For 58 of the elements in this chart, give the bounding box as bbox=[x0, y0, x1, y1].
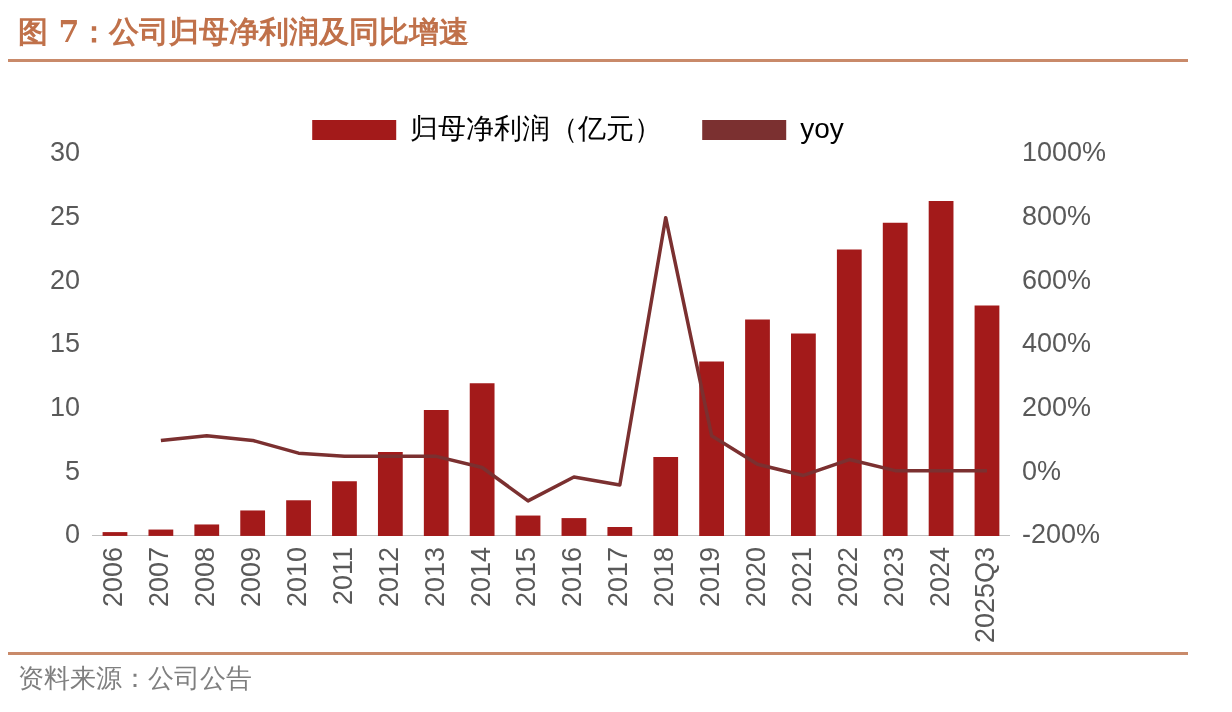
y-tick-label: 5 bbox=[65, 455, 81, 486]
bar bbox=[148, 529, 174, 536]
y2-tick-label: 1000% bbox=[1021, 137, 1107, 168]
x-tick-label: 2024 bbox=[924, 546, 955, 607]
x-tick-label: 2016 bbox=[557, 546, 588, 607]
y2-tick-label: 400% bbox=[1021, 328, 1091, 359]
bar bbox=[791, 333, 816, 536]
y-tick-label: 10 bbox=[49, 392, 81, 423]
y-tick-label: 20 bbox=[49, 264, 81, 295]
x-tick-label: 2011 bbox=[327, 546, 358, 605]
bar bbox=[332, 481, 357, 536]
y-tick-label: 25 bbox=[49, 201, 81, 232]
y2-tick-label: 600% bbox=[1021, 264, 1091, 295]
y2-tick-label: -200% bbox=[1021, 519, 1100, 550]
x-tick-label: 2009 bbox=[236, 546, 267, 607]
x-tick-label: 2015 bbox=[511, 546, 542, 607]
x-tick-label: 2018 bbox=[649, 546, 680, 607]
x-tick-label: 2020 bbox=[740, 546, 771, 607]
text: 资料来源：公司公告 bbox=[18, 662, 253, 695]
x-tick-label: 2012 bbox=[373, 546, 404, 607]
bar bbox=[515, 515, 541, 536]
bar bbox=[377, 451, 403, 536]
bar bbox=[699, 361, 724, 536]
x-tick-label: 2017 bbox=[603, 546, 634, 607]
bar bbox=[882, 222, 908, 536]
bar bbox=[653, 456, 679, 536]
bar bbox=[240, 510, 266, 536]
x-tick-label: 2019 bbox=[695, 546, 726, 607]
y2-tick-label: 0% bbox=[1021, 455, 1061, 486]
x-tick-label: 2021 bbox=[786, 546, 817, 607]
x-tick-label: 2010 bbox=[282, 546, 313, 607]
legend-label: 归母净利润（亿元） bbox=[410, 112, 663, 144]
y2-tick-label: 800% bbox=[1021, 201, 1091, 232]
bar bbox=[974, 305, 1000, 536]
x-tick-label: 2006 bbox=[98, 546, 129, 607]
y-tick-label: 30 bbox=[49, 137, 81, 168]
y-tick-label: 15 bbox=[49, 328, 81, 359]
x-tick-label: 2022 bbox=[832, 546, 863, 607]
x-tick-label: 2008 bbox=[190, 546, 221, 607]
bar bbox=[836, 249, 862, 536]
bar bbox=[928, 201, 954, 536]
x-tick-label: 2013 bbox=[419, 546, 450, 607]
x-tick-label: 2007 bbox=[144, 546, 175, 607]
bar bbox=[745, 319, 770, 536]
bar bbox=[607, 527, 633, 536]
bar bbox=[102, 532, 128, 536]
bar bbox=[286, 500, 311, 536]
bar bbox=[561, 518, 587, 536]
x-tick-label: 2025Q3 bbox=[970, 546, 1001, 644]
bar bbox=[469, 383, 495, 536]
y-tick-label: 0 bbox=[65, 519, 81, 550]
bar bbox=[194, 524, 220, 536]
y2-tick-label: 200% bbox=[1021, 392, 1091, 423]
chart-title: 图 7：公司归母净利润及同比增速 bbox=[8, 8, 1188, 62]
legend-label: yoy bbox=[800, 112, 844, 144]
bar bbox=[423, 409, 449, 536]
x-tick-label: 2014 bbox=[465, 546, 496, 607]
x-tick-label: 2023 bbox=[878, 546, 909, 607]
